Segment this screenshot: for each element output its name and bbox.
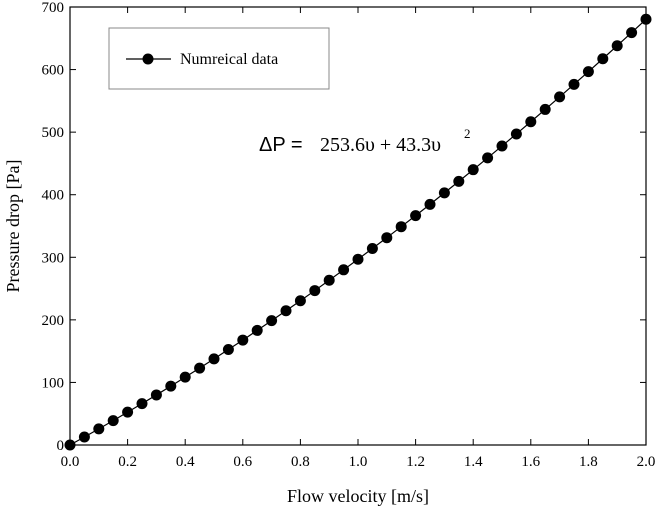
data-point: [424, 198, 436, 210]
data-point: [179, 371, 191, 383]
data-point: [395, 221, 407, 233]
data-point: [237, 334, 249, 346]
data-point: [611, 40, 623, 52]
y-tick-label: 200: [42, 313, 65, 329]
data-point: [338, 264, 350, 276]
data-point: [280, 305, 292, 317]
y-tick-label: 600: [42, 63, 65, 79]
x-tick-label: 0.2: [118, 454, 137, 470]
data-point: [222, 344, 234, 356]
data-point: [107, 415, 119, 427]
equation-lhs: ΔP =: [259, 134, 303, 156]
data-point: [496, 140, 508, 152]
x-tick-label: 2.0: [637, 454, 656, 470]
data-point: [381, 232, 393, 244]
equation-annotation: ΔP = 253.6υ + 43.3υ 2: [259, 126, 471, 156]
data-point: [309, 285, 321, 297]
data-point: [194, 362, 206, 374]
y-tick-label: 400: [42, 188, 65, 204]
data-point: [323, 274, 335, 286]
data-point: [554, 91, 566, 103]
data-point: [410, 210, 422, 222]
data-point: [122, 406, 134, 418]
legend-label: Numreical data: [180, 51, 278, 68]
data-point: [266, 315, 278, 327]
x-ticks: 0.0 0.2 0.4 0.6 0.8 1.0 1.2 1.4 1.6 1.8 2.0: [61, 7, 656, 470]
x-tick-label: 1.0: [349, 454, 368, 470]
data-point: [294, 295, 306, 307]
y-tick-label: 700: [42, 0, 65, 16]
x-tick-label: 1.6: [521, 454, 540, 470]
legend: Numreical data: [108, 27, 330, 90]
data-point: [165, 380, 177, 392]
x-tick-label: 1.4: [464, 454, 483, 470]
data-point: [366, 243, 378, 255]
data-point: [539, 103, 551, 115]
x-tick-label: 0.0: [61, 454, 80, 470]
x-tick-label: 1.2: [406, 454, 425, 470]
series-markers: [64, 13, 652, 451]
equation-exponent: 2: [464, 126, 471, 141]
x-tick-label: 0.6: [233, 454, 252, 470]
y-tick-label: 500: [42, 125, 65, 141]
y-tick-label: 100: [42, 375, 65, 391]
y-tick-label: 0: [57, 438, 65, 454]
data-point: [136, 398, 148, 410]
legend-marker-sample: [142, 53, 154, 65]
data-point: [597, 53, 609, 65]
y-tick-label: 300: [42, 250, 65, 266]
x-axis-label: Flow velocity [m/s]: [287, 486, 429, 506]
data-point: [510, 128, 522, 140]
data-point: [251, 324, 263, 336]
data-point: [582, 66, 594, 78]
data-point: [93, 423, 105, 435]
equation-rhs: 253.6υ + 43.3υ: [320, 134, 441, 156]
data-point: [640, 13, 652, 25]
data-point: [352, 253, 364, 265]
data-point: [482, 152, 494, 164]
data-point: [568, 78, 580, 90]
data-point: [438, 187, 450, 199]
data-point: [150, 389, 162, 401]
data-point: [626, 27, 638, 39]
y-ticks: 0 100 200 300 400 500 600 700: [42, 0, 646, 454]
data-point: [208, 353, 220, 365]
x-tick-label: 0.8: [291, 454, 310, 470]
y-axis-label: Pressure drop [Pa]: [3, 160, 23, 293]
data-point: [78, 431, 90, 443]
x-tick-label: 0.4: [176, 454, 195, 470]
data-point: [64, 439, 76, 451]
data-point: [525, 116, 537, 128]
data-point: [453, 175, 465, 187]
x-tick-label: 1.8: [579, 454, 598, 470]
data-point: [467, 164, 479, 176]
